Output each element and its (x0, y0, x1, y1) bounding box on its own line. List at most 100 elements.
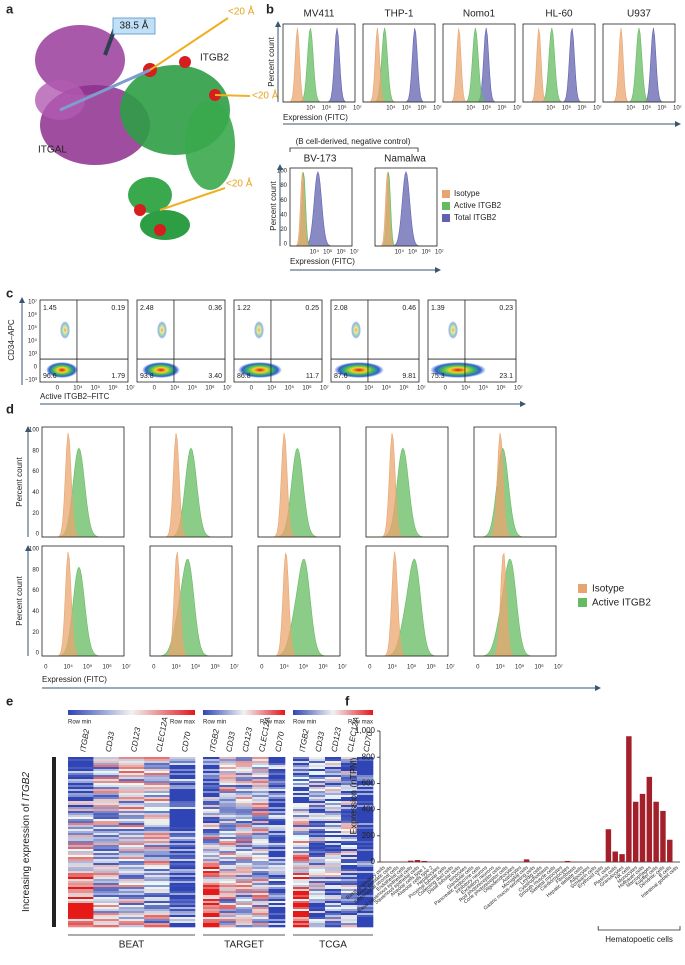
heatmap-cell (252, 925, 269, 928)
heatmap-cell (341, 891, 358, 894)
plot-frame (374, 167, 438, 247)
heatmap-cell (144, 905, 170, 908)
y-tick-label: 200 (362, 831, 376, 840)
heatmap-cell (341, 873, 358, 876)
heatmap-cell (252, 883, 269, 886)
heatmap-cell (235, 775, 253, 778)
heatmap-cell (93, 903, 120, 906)
heatmap-cell (325, 907, 342, 910)
x-tick-label: 10⁴ (170, 385, 180, 392)
heatmap-cell (341, 859, 358, 862)
heatmap-cell (144, 845, 170, 848)
heatmap-cell (309, 915, 326, 918)
heatmap-cell (341, 807, 358, 810)
heatmap-cell (293, 893, 310, 896)
heatmap-cell (235, 905, 253, 908)
heatmap-cell (93, 773, 120, 776)
heatmap-cell (357, 853, 374, 856)
heatmap-cell (309, 883, 326, 886)
heatmap-cell (357, 765, 374, 768)
heatmap-cell (169, 851, 196, 854)
heatmap-cell (357, 879, 374, 882)
heatmap-cell (203, 877, 220, 880)
heatmap-cell (68, 901, 94, 904)
heatmap-cell (309, 865, 326, 868)
heatmap-cell (341, 821, 358, 824)
heatmap-cell (325, 893, 342, 896)
density (142, 362, 180, 378)
bar (564, 860, 571, 862)
heatmap-cell (93, 813, 120, 816)
heatmap-cell (93, 897, 120, 900)
heatmap-cell (309, 907, 326, 910)
plot-frame (149, 545, 233, 657)
heatmap-cell (341, 757, 358, 760)
heatmap-cell (252, 851, 269, 854)
heatmap-cell (93, 797, 120, 800)
x-tick-label: 10⁴ (310, 249, 320, 256)
heatmap-cell (357, 911, 374, 914)
heatmap-cell (268, 881, 286, 884)
heatmap-cell (341, 919, 358, 922)
heatmap-cell (235, 887, 253, 890)
heatmap-cell (118, 767, 145, 770)
heatmap-cell (357, 829, 374, 832)
heatmap-cell (144, 885, 170, 888)
heatmap-cell (203, 869, 220, 872)
heatmap-cell (325, 787, 342, 790)
heatmap-cell (203, 819, 220, 822)
y-axis-label-text: Increasing expression of (21, 801, 32, 912)
heatmap-cell (118, 851, 145, 854)
heatmap-cell (93, 905, 120, 908)
y-tick-label: 60 (32, 588, 39, 594)
histogram-curve (523, 28, 595, 103)
scale-label: Row max (260, 720, 285, 726)
heatmap-cell (203, 797, 220, 800)
heatmap-cell (341, 793, 358, 796)
heatmap-cell (68, 833, 94, 836)
heatmap-cell (235, 813, 253, 816)
heatmap-cell (252, 891, 269, 894)
heatmap-cell (219, 917, 237, 920)
heatmap-cell (235, 925, 253, 928)
plot-frame (41, 426, 125, 538)
heatmap-cell (235, 841, 253, 844)
heatmap-cell (219, 777, 237, 780)
heatmap-cell (169, 925, 196, 928)
heatmap-cell (93, 845, 120, 848)
heatmap-cell (93, 911, 120, 914)
heatmap-cell (293, 779, 310, 782)
heatmap-cell (219, 857, 237, 860)
heatmap-cell (235, 873, 253, 876)
histogram-curve (523, 27, 595, 103)
cohort-label: TCGA (319, 940, 347, 951)
plot-frame (365, 545, 449, 657)
heatmap-cell (357, 909, 374, 912)
heatmap-cell (118, 793, 145, 796)
heatmap-cell (93, 879, 120, 882)
heatmap-cell (293, 795, 310, 798)
heatmap-cell (118, 789, 145, 792)
heatmap-cell (268, 785, 286, 788)
heatmap-cell (118, 799, 145, 802)
heatmap-cell (293, 877, 310, 880)
heatmap-cell (268, 851, 286, 854)
heatmap-cell (203, 863, 220, 866)
heatmap-cell (341, 909, 358, 912)
quadrant-percent: 93.8 (140, 373, 154, 380)
heatmap-cell (293, 811, 310, 814)
x-tick-label: 10⁷ (223, 385, 232, 392)
group-bracket (597, 926, 681, 931)
heatmap-cell (235, 797, 253, 800)
heatmap-cell (118, 761, 145, 764)
heatmap-cell (68, 823, 94, 826)
heatmap-cell (68, 827, 94, 830)
quadrant-percent: 1.79 (111, 373, 125, 380)
heatmap-cell (235, 883, 253, 886)
x-tick-label: 10⁵ (191, 664, 201, 671)
heatmap-cell (144, 789, 170, 792)
heatmap-cell (235, 867, 253, 870)
heatmap-cell (68, 893, 94, 896)
heatmap-cell (68, 847, 94, 850)
heatmap-cell (118, 899, 145, 902)
